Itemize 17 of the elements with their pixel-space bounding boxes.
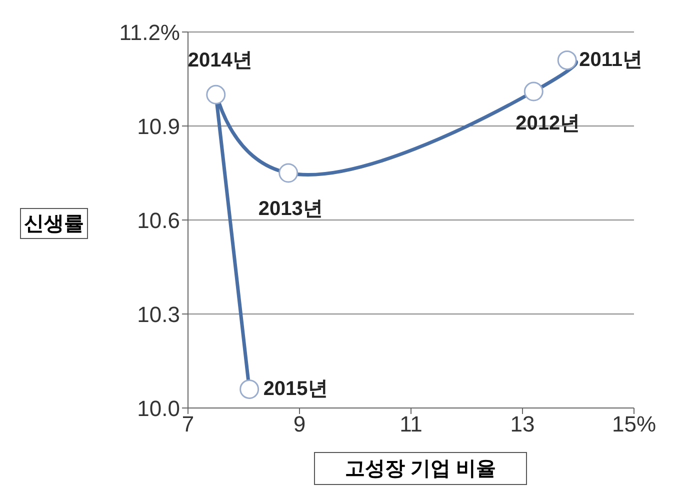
annotation: 2012년 [516, 112, 580, 135]
x-tick-label: 15% [612, 412, 656, 437]
y-axis-title: 신생률 [20, 208, 88, 239]
annotation: 2013년 [258, 198, 323, 220]
x-tick-label: 11 [400, 412, 422, 437]
y-tick-label: 11.2% [119, 20, 180, 45]
annotation: 2014년 [188, 50, 252, 72]
y-tick-label: 10.0 [137, 396, 180, 421]
y-tick-label: 10.3 [137, 302, 180, 327]
x-axis-title: 고성장 기업 비율 [314, 452, 528, 485]
annotation: 2011년 [579, 49, 642, 72]
x-tick-label: 13 [510, 412, 535, 437]
y-tick-label: 10.6 [137, 208, 180, 233]
annotation: 2015년 [263, 378, 328, 400]
y-tick-label: 10.9 [137, 114, 180, 139]
x-tick-label: 9 [293, 412, 306, 437]
x-tick-label: 7 [182, 412, 194, 437]
